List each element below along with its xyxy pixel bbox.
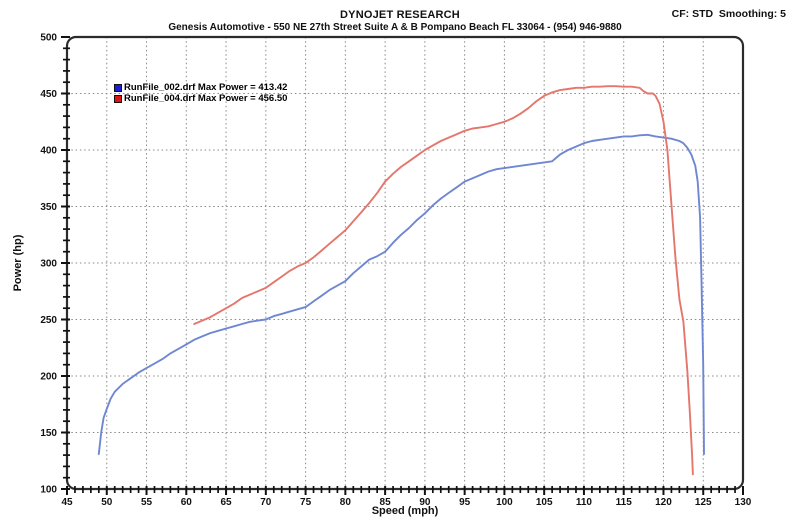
legend: RunFile_002.drf Max Power = 413.42 RunFi…: [114, 82, 287, 104]
x-tick-label: 120: [655, 497, 672, 508]
legend-label-runfile-004: RunFile_004.drf Max Power = 456.50: [124, 93, 288, 104]
shop-address-subtitle: Genesis Automotive - 550 NE 27th Street …: [168, 22, 622, 33]
y-tick-label: 250: [40, 315, 57, 326]
x-tick-label: 110: [576, 497, 593, 508]
x-tick-label: 95: [459, 497, 471, 508]
legend-label-runfile-002: RunFile_002.drf Max Power = 413.42: [124, 82, 288, 93]
x-tick-label: 130: [735, 497, 752, 508]
x-tick-label: 100: [496, 497, 513, 508]
power-curve-1: [193, 85, 694, 476]
y-tick-label: 200: [40, 372, 57, 383]
y-tick-label: 300: [40, 259, 57, 270]
legend-swatch-blue: [114, 83, 122, 92]
y-tick-label: 350: [40, 202, 57, 213]
x-tick-label: 50: [101, 497, 113, 508]
x-axis-title: Speed (mph): [371, 505, 439, 517]
x-tick-label: 70: [260, 497, 272, 508]
x-tick-label: 65: [220, 497, 232, 508]
plot-frame: [65, 35, 745, 491]
x-tick-label: 60: [181, 497, 193, 508]
x-tick-label: 45: [61, 497, 73, 508]
x-tick-label: 125: [695, 497, 712, 508]
x-tick-label: 85: [380, 497, 392, 508]
cf-smoothing-settings: CF: STD Smoothing: 5: [671, 8, 786, 20]
y-axis-title: Power (hp): [12, 234, 24, 292]
x-tick-label: 90: [419, 497, 431, 508]
x-tick-label: 105: [536, 497, 553, 508]
y-tick-label: 450: [40, 89, 57, 100]
legend-swatch-red: [114, 94, 122, 103]
y-tick-label: 150: [40, 428, 57, 439]
x-tick-label: 75: [300, 497, 312, 508]
legend-item-runfile-002: RunFile_002.drf Max Power = 413.42: [114, 82, 287, 93]
x-tick-label: 55: [141, 497, 153, 508]
y-tick-label: 500: [40, 33, 57, 44]
power-curve-0: [97, 133, 705, 455]
x-tick-label: 80: [340, 497, 352, 508]
x-tick-label: 115: [616, 497, 633, 508]
legend-item-runfile-004: RunFile_004.drf Max Power = 456.50: [114, 93, 287, 104]
y-tick-label: 400: [40, 146, 57, 157]
y-tick-label: 100: [40, 485, 57, 496]
page-title: DYNOJET RESEARCH: [340, 9, 460, 21]
